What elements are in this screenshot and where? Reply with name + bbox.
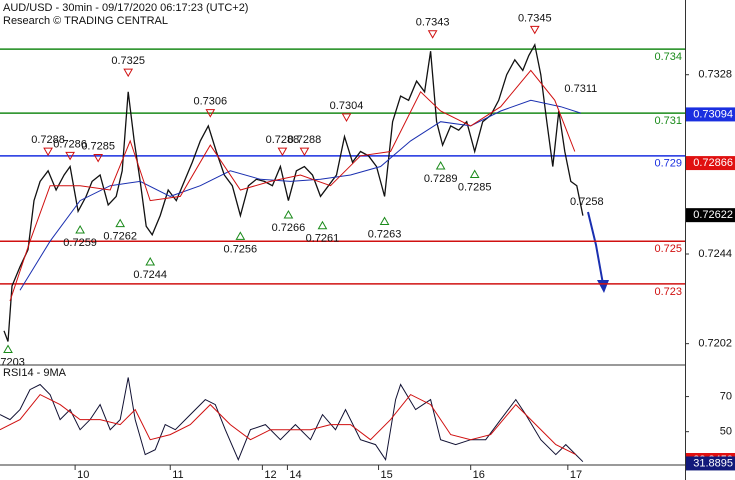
trough-label: 0.7261 <box>306 233 340 245</box>
x-tick-label: 15 <box>381 469 393 480</box>
price-label: 0.7311 <box>564 83 597 95</box>
x-tick-label: 17 <box>570 469 582 480</box>
trough-label: 0.7263 <box>368 228 402 240</box>
level-label: 0.731 <box>654 115 682 127</box>
peak-label: 0.7304 <box>330 100 364 112</box>
peak-marker <box>205 109 216 118</box>
price-label: 0.7258 <box>570 196 604 208</box>
peak-label: 0.7286 <box>53 138 87 150</box>
peak-marker <box>341 113 352 122</box>
level-label: 0.734 <box>654 51 682 63</box>
trough-label: 0.7244 <box>133 269 167 281</box>
x-tick-label: 14 <box>289 469 301 480</box>
peak-marker <box>43 147 53 157</box>
chart-title: AUD/USD - 30min - 09/17/2020 06:17:23 (U… <box>3 2 248 14</box>
axis-value-box <box>686 208 735 223</box>
axis-value-label: 0.72622 <box>693 209 733 221</box>
peak-label: 0.7288 <box>31 134 65 146</box>
y-tick-label: 0.7244 <box>698 248 732 260</box>
x-tick-label: 11 <box>172 469 183 480</box>
axis-value-label: 31.8895 <box>693 457 733 469</box>
chart-subtitle: Research © TRADING CENTRAL <box>3 15 168 27</box>
trough-label: 0.7262 <box>103 230 137 242</box>
y-tick-label: 70 <box>720 390 732 402</box>
series-line <box>9 69 576 302</box>
peak-label: 0.7325 <box>111 55 145 67</box>
series-line <box>0 377 584 463</box>
axis-value-label: 0.72866 <box>693 157 733 169</box>
peak-label: 0.7343 <box>416 17 450 29</box>
trough-marker <box>435 160 446 170</box>
peak-marker <box>65 151 75 161</box>
trough-marker <box>379 216 390 225</box>
peak-label: 0.7288 <box>266 134 300 146</box>
trough-marker <box>115 218 126 228</box>
peak-marker <box>123 68 134 78</box>
trough-label: 0.7256 <box>224 243 258 255</box>
rsi-title: RSI14 - 9MA <box>3 367 67 379</box>
trough-label: 0.7289 <box>424 173 458 185</box>
peak-label: 0.7306 <box>193 96 227 108</box>
trough-marker <box>317 220 328 230</box>
trough-marker <box>469 169 480 178</box>
trough-marker <box>75 224 85 234</box>
trough-label: 0.7266 <box>272 222 306 234</box>
axis-value-box <box>686 156 735 171</box>
series-line <box>19 99 581 291</box>
axis-value-box <box>686 107 735 122</box>
level-label: 0.729 <box>654 158 682 170</box>
trough-marker <box>3 344 13 354</box>
level-label: 0.723 <box>654 286 682 298</box>
peak-label: 0.7345 <box>518 12 552 24</box>
series-line <box>3 42 584 342</box>
trough-label: 0.7285 <box>458 181 492 193</box>
peak-label: 0.7285 <box>81 140 115 152</box>
trough-marker <box>283 210 294 219</box>
peak-marker <box>427 30 438 39</box>
peak-marker <box>299 147 310 157</box>
series-line <box>0 393 577 456</box>
axis-value-label: 0.73094 <box>693 108 733 120</box>
level-label: 0.725 <box>654 243 682 255</box>
peak-marker <box>277 147 288 157</box>
trough-label: 0.7203 <box>0 356 25 368</box>
peak-marker <box>529 25 540 35</box>
x-tick-label: 12 <box>264 469 276 480</box>
trough-marker <box>145 256 156 266</box>
axis-value-box <box>686 456 735 471</box>
x-tick-label: 16 <box>473 469 485 480</box>
x-tick-label: 10 <box>77 469 89 480</box>
y-tick-label: 0.7202 <box>698 338 732 350</box>
y-tick-label: 0.7328 <box>698 69 732 81</box>
peak-marker <box>93 153 104 163</box>
trough-label: 0.7259 <box>63 237 97 249</box>
trough-marker <box>235 231 246 240</box>
y-tick-label: 50 <box>720 426 732 438</box>
peak-label: 0.7288 <box>288 134 322 146</box>
